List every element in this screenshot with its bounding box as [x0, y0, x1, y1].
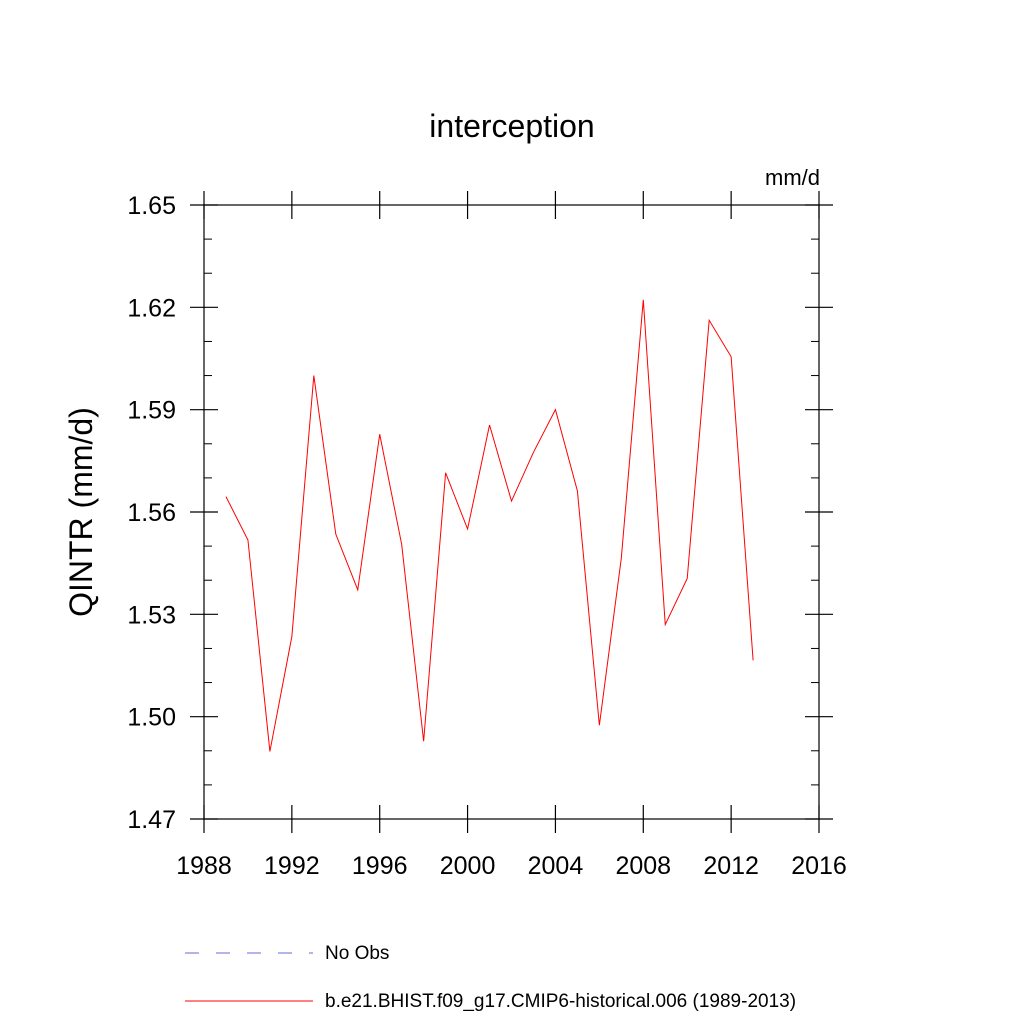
legend: No Obs b.e21.BHIST.f09_g17.CMIP6-histori…	[185, 943, 796, 1012]
y-tick-label: 1.65	[127, 192, 176, 220]
legend-obs-label: No Obs	[325, 943, 389, 964]
x-tick-label: 2008	[615, 852, 671, 880]
plot-series	[225, 299, 754, 752]
x-tick-label: 1992	[264, 852, 320, 880]
y-tick-label: 1.59	[127, 397, 176, 425]
x-tick-label: 2016	[791, 852, 847, 880]
x-tick-label: 2004	[528, 852, 584, 880]
units-label: mm/d	[765, 165, 820, 190]
chart-title: interception	[429, 108, 594, 144]
y-tick-label: 1.62	[127, 294, 176, 322]
series-line	[225, 299, 754, 752]
y-tick-label: 1.53	[127, 601, 176, 629]
x-tick-label: 2012	[703, 852, 759, 880]
y-tick-label: 1.47	[127, 806, 176, 834]
x-tick-label: 1988	[176, 852, 232, 880]
y-tick-label: 1.56	[127, 499, 176, 527]
x-tick-label: 1996	[352, 852, 408, 880]
y-tick-label: 1.50	[127, 704, 176, 732]
x-tick-label: 2000	[440, 852, 496, 880]
axis-ticks	[190, 191, 833, 833]
tick-labels: 1988 1992 1996 2000 2004 2008 2012 2016 1.47 1.50…	[127, 192, 846, 880]
y-axis-label: QINTR (mm/d)	[63, 407, 99, 617]
legend-series-label: b.e21.BHIST.f09_g17.CMIP6-historical.006…	[325, 991, 796, 1012]
plot-frame	[203, 204, 820, 820]
